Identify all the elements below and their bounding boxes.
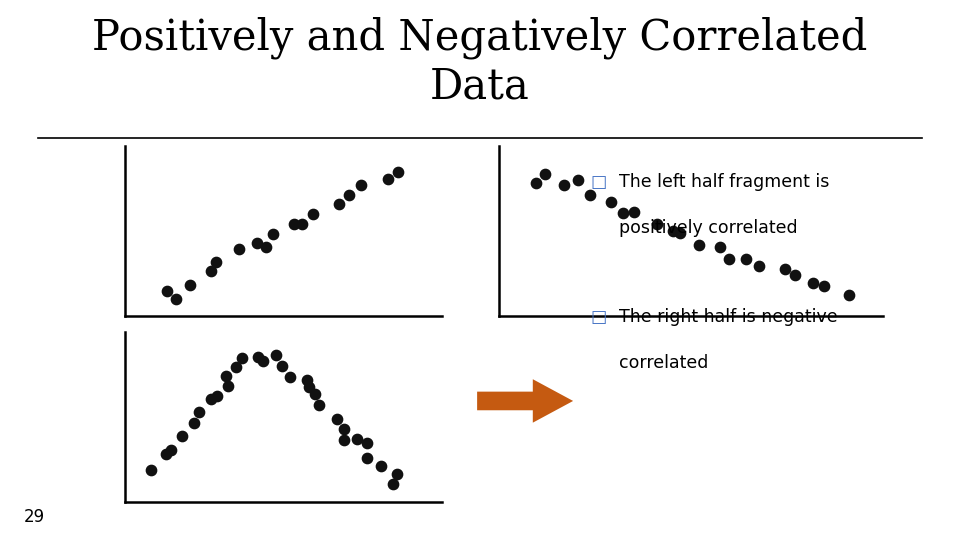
Point: [265, 230, 280, 238]
Point: [191, 407, 206, 416]
Point: [307, 389, 323, 398]
Point: [209, 392, 225, 401]
Point: [373, 462, 389, 470]
Point: [787, 271, 803, 279]
Point: [258, 242, 274, 251]
Point: [691, 241, 707, 249]
Point: [329, 414, 345, 423]
Point: [301, 383, 317, 392]
Point: [269, 351, 284, 360]
Point: [275, 362, 290, 371]
Point: [665, 227, 681, 235]
Point: [255, 356, 271, 365]
Text: □: □: [590, 308, 607, 326]
Point: [204, 394, 219, 403]
Point: [816, 282, 831, 291]
Point: [208, 258, 224, 266]
Point: [169, 295, 184, 303]
Point: [570, 176, 586, 184]
Point: [341, 191, 356, 200]
Point: [385, 480, 400, 488]
Point: [336, 435, 351, 444]
Point: [672, 229, 687, 238]
Point: [234, 354, 250, 362]
Point: [380, 175, 396, 184]
Point: [218, 372, 233, 380]
Point: [163, 446, 179, 455]
Point: [158, 449, 174, 458]
Point: [221, 382, 236, 390]
Point: [626, 207, 641, 216]
Point: [251, 353, 266, 362]
Point: [337, 424, 352, 433]
Point: [311, 401, 326, 409]
Point: [182, 281, 198, 289]
Point: [649, 220, 664, 228]
Text: positively correlated: positively correlated: [619, 219, 798, 237]
Text: correlated: correlated: [619, 354, 708, 372]
Point: [250, 238, 265, 247]
Point: [228, 363, 243, 372]
Text: The left half fragment is: The left half fragment is: [619, 173, 829, 191]
Point: [305, 210, 321, 218]
Point: [778, 265, 793, 274]
Point: [805, 278, 821, 287]
Polygon shape: [477, 379, 573, 423]
Point: [389, 469, 404, 478]
Point: [300, 375, 315, 384]
Text: □: □: [590, 173, 607, 191]
Point: [348, 435, 364, 443]
Point: [231, 245, 247, 253]
Point: [557, 180, 572, 189]
Point: [286, 220, 301, 228]
Text: Positively and Negatively Correlated
Data: Positively and Negatively Correlated Dat…: [92, 16, 868, 107]
Point: [144, 465, 159, 474]
Point: [159, 287, 175, 295]
Point: [604, 198, 619, 207]
Point: [712, 242, 728, 251]
Point: [331, 200, 347, 208]
Point: [174, 431, 189, 440]
Text: 29: 29: [24, 509, 45, 526]
Point: [186, 418, 202, 427]
Point: [203, 266, 218, 275]
Point: [359, 438, 374, 447]
Point: [528, 178, 543, 187]
Point: [721, 254, 736, 263]
Text: The right half is negative: The right half is negative: [619, 308, 838, 326]
Point: [752, 261, 767, 270]
Point: [390, 168, 405, 177]
Point: [294, 220, 309, 228]
Point: [353, 180, 369, 189]
Point: [583, 191, 598, 200]
Point: [359, 454, 374, 463]
Point: [282, 373, 298, 381]
Point: [615, 208, 631, 217]
Point: [537, 170, 552, 179]
Point: [738, 254, 754, 263]
Point: [841, 291, 856, 299]
